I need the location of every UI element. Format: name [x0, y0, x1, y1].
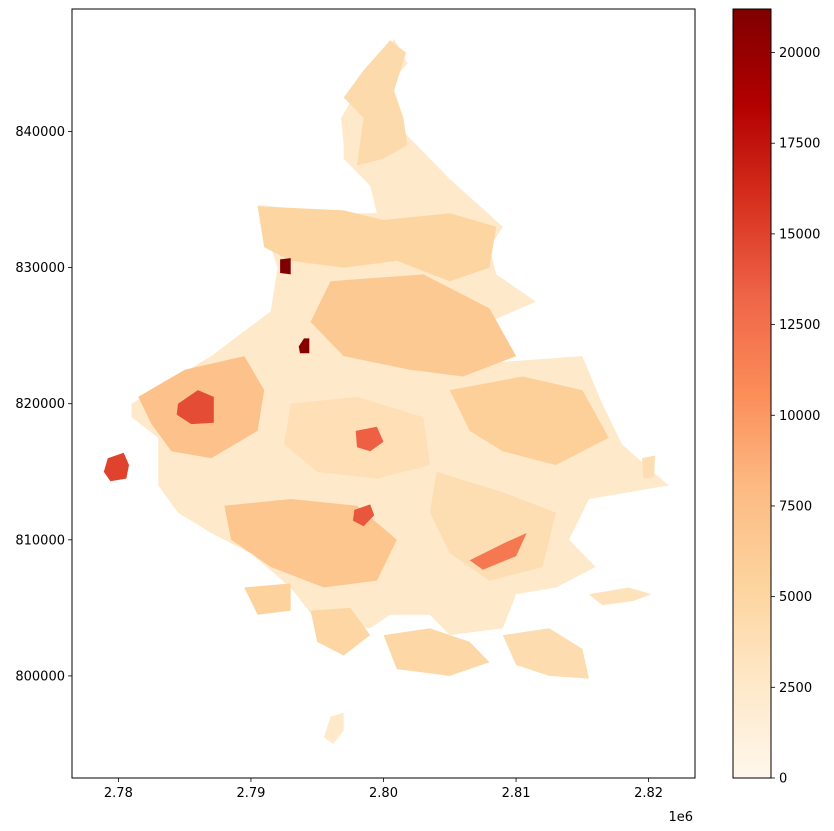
region-north-hotspot [280, 258, 291, 275]
region-east-zone [449, 376, 609, 465]
region-far-west-tract [103, 452, 129, 482]
y-tick-label: 820000 [15, 397, 65, 412]
colorbar-tick-label: 10000 [779, 409, 820, 424]
region-central-south-patch [355, 426, 384, 452]
x-axis-offset-label: 1e6 [668, 810, 693, 825]
colorbar-tick-label: 12500 [779, 318, 820, 333]
x-axis: 2.78 2.79 2.80 2.81 2.82 [104, 778, 663, 801]
map-regions [103, 38, 669, 744]
colorbar-ticks: 0 2500 5000 7500 10000 12500 15000 17500 20000 [771, 46, 820, 787]
map-plot-area [71, 8, 696, 779]
region-north-plateau [257, 206, 497, 282]
region-south-islands [310, 607, 371, 656]
colorbar-tick-label: 0 [779, 772, 787, 787]
x-tick-label: 2.82 [634, 786, 663, 801]
y-tick-label: 800000 [15, 669, 65, 684]
y-tick-label: 830000 [15, 261, 65, 276]
x-tick-label: 2.79 [236, 786, 265, 801]
y-tick-label: 840000 [15, 125, 65, 140]
x-tick-label: 2.78 [104, 786, 133, 801]
region-central-zone [310, 274, 517, 377]
x-tick-label: 2.81 [502, 786, 531, 801]
colorbar-tick-label: 17500 [779, 137, 820, 152]
colorbar-tick-label: 15000 [779, 227, 820, 242]
colorbar: 0 2500 5000 7500 10000 12500 15000 17500 20000 [732, 8, 820, 787]
region-south-east-zone [429, 471, 556, 581]
region-south-outlier [323, 712, 344, 744]
region-west-patch [176, 390, 214, 425]
region-south-west-island [244, 583, 291, 615]
region-south-east-islands [502, 628, 589, 679]
region-south-islands-east [383, 628, 490, 676]
colorbar-tick-label: 20000 [779, 46, 820, 61]
colorbar-tick-label: 2500 [779, 681, 812, 696]
region-north-lobe [343, 40, 408, 166]
x-tick-label: 2.80 [369, 786, 398, 801]
region-south-east-patch [469, 533, 527, 570]
region-central-hotspot [298, 338, 310, 354]
y-tick-label: 810000 [15, 533, 65, 548]
colorbar-tick-label: 7500 [779, 499, 812, 514]
region-south-patch [353, 504, 375, 527]
region-east-tail [589, 587, 652, 606]
region-east-spur [642, 455, 656, 479]
colorbar-tick-label: 5000 [779, 590, 812, 605]
colorbar-gradient [732, 8, 772, 779]
y-axis: 800000 810000 820000 830000 840000 [15, 125, 72, 684]
